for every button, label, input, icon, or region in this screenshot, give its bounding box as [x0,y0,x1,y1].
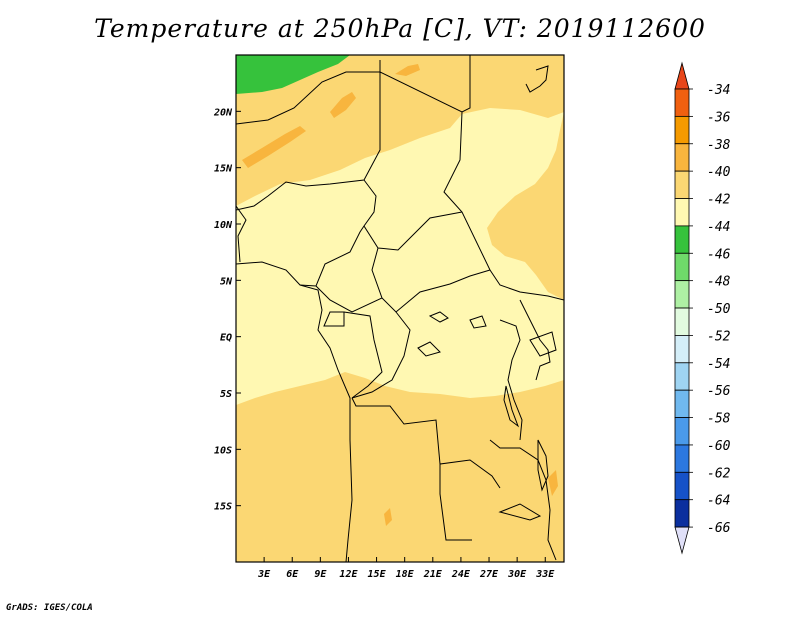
colorbar-label: -66 [707,521,731,536]
colorbar-top-arrow [674,61,690,90]
lon-tick-label: 18E [396,569,415,580]
lat-tick-label: 5N [220,276,233,287]
colorbar-bottom-arrow [674,526,690,555]
river-outline [428,311,449,323]
boundary-line [519,299,551,381]
lat-tick-label: 10N [214,220,233,231]
longitude-axis: 3E 6E 9E 12E 15E 18E 21E 24E 27E 30E 33E [257,557,555,580]
lake-tanganyika [503,385,520,428]
lat-tick-label: 15N [214,164,233,175]
lon-tick-label: 21E [423,569,443,580]
colorbar-label: -60 [707,439,731,454]
colorbar-label: -54 [707,357,730,372]
colorbar-swatch [674,417,690,446]
colorbar-label: -48 [707,275,731,290]
field-band-38-a [242,126,306,168]
colorbar-swatch [674,225,690,254]
boundary-line [489,439,557,561]
colorbar-label: -64 [707,494,730,509]
boundary-line [236,72,381,211]
lon-tick-label: 27E [479,569,499,580]
lon-tick-label: 24E [451,569,471,580]
colorbar-swatch [674,280,690,309]
lon-tick-label: 33E [535,569,555,580]
lon-tick-label: 30E [507,569,527,580]
lon-tick-label: 9E [314,569,327,580]
colorbar-label: -34 [707,83,730,98]
field-band-38-e [384,508,392,526]
lake-shore [499,319,523,441]
field-band-38-c [395,64,420,76]
colorbar-label: -52 [707,329,731,344]
colorbar-label: -38 [707,138,731,153]
coastline [525,65,549,93]
coastline [236,205,247,263]
coastline [299,284,353,562]
boundary-line [351,397,501,489]
boundary-line [379,55,471,113]
field-band-44 [236,55,350,94]
lake-malawi [537,439,549,492]
lon-tick-label: 12E [339,569,358,580]
colorbar: -34 -36 -38 -40 -42 -44 -46 -48 -50 -52 -54 -56 -58 -… [674,61,731,555]
river-outline [469,315,487,329]
lat-tick-label: 10S [214,445,232,456]
country-boundaries [236,55,564,562]
lat-tick-label: EQ [220,333,232,344]
field-band-38-b [330,92,356,118]
colorbar-swatch [674,198,690,227]
colorbar-label: -44 [707,220,730,235]
field-band-40-north [236,55,564,206]
river-outline [417,341,441,357]
colorbar-swatch [674,170,690,199]
colorbar-swatch [674,499,690,528]
colorbar-swatch [674,143,690,172]
colorbar-swatch [674,444,690,473]
lat-tick-label: 15S [214,502,232,513]
colorbar-label: -62 [707,466,731,481]
colorbar-swatch [674,115,690,145]
colorbar-label: -42 [707,193,731,208]
boundary-line [439,464,472,541]
colorbar-label: -56 [707,384,731,399]
chart-title: Temperature at 250hPa [C], VT: 201911260… [94,14,706,43]
boundary-line [343,311,383,399]
boundary-line [315,285,383,313]
boundary-line [363,179,463,251]
lon-tick-label: 3E [257,569,271,580]
colorbar-swatch [674,471,690,501]
colorbar-swatch [674,335,690,364]
map-frame [235,54,565,563]
colorbar-swatch [674,252,690,282]
lat-tick-label: 5S [220,389,232,400]
lon-tick-label: 15E [368,569,387,580]
boundary-line [351,311,411,399]
boundary-line [371,247,491,313]
lon-tick-label: 6E [286,569,299,580]
colorbar-label: -58 [707,412,731,427]
colorbar-swatch [674,88,690,117]
colorbar-swatch [674,307,690,336]
colorbar-label: -40 [707,165,731,180]
lake-victoria [529,331,557,357]
field-band-38-d [548,470,558,496]
field-band-40-south [236,372,564,562]
colorbar-label: -50 [707,302,731,317]
colorbar-label: -36 [707,110,731,125]
latitude-axis: 20N 15N 10N 5N EQ 5S 10S 15S [213,107,241,513]
colorbar-label: -46 [707,247,731,262]
colorbar-swatch [674,389,690,418]
field-band-40-east [487,112,564,300]
colorbar-swatch [674,362,690,391]
grads-credit: GrADS: IGES/COLA [6,603,93,613]
lat-tick-label: 20N [213,107,233,118]
coastline [498,503,542,521]
boundary-line [323,311,345,327]
